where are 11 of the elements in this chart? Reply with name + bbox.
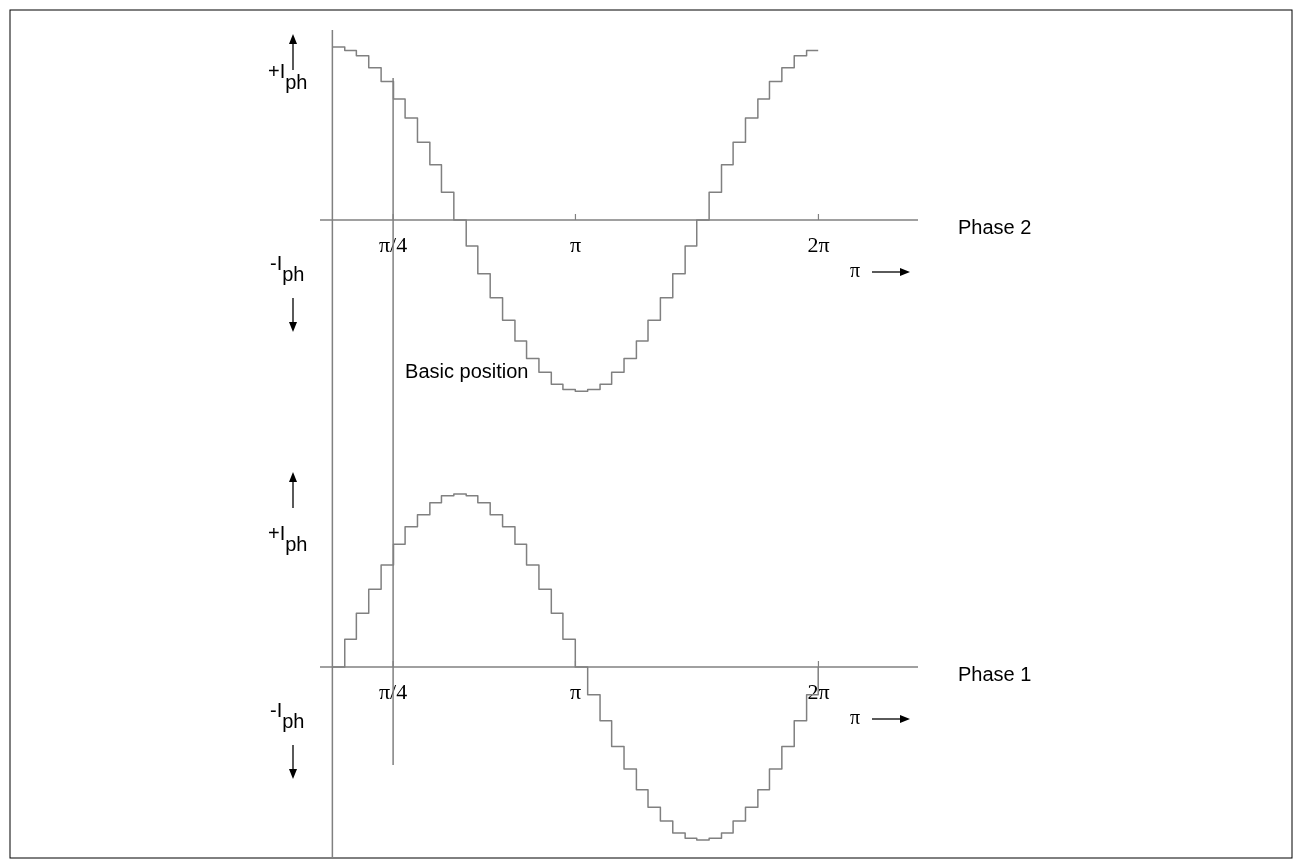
x-tick-label: π (569, 679, 581, 704)
x-tick-label: π (569, 232, 581, 257)
x-tick-label: 2π (807, 232, 830, 257)
text: Phase 2 (958, 216, 1032, 238)
x-tick-label: π/4 (378, 232, 408, 257)
text: Phase 1 (958, 663, 1032, 685)
x-axis-title: π (849, 706, 861, 728)
x-axis-title: π (849, 259, 861, 281)
ref-line-label: Basic position (405, 360, 529, 382)
x-tick-label: 2π (807, 679, 830, 704)
x-tick-label: π/4 (378, 679, 408, 704)
